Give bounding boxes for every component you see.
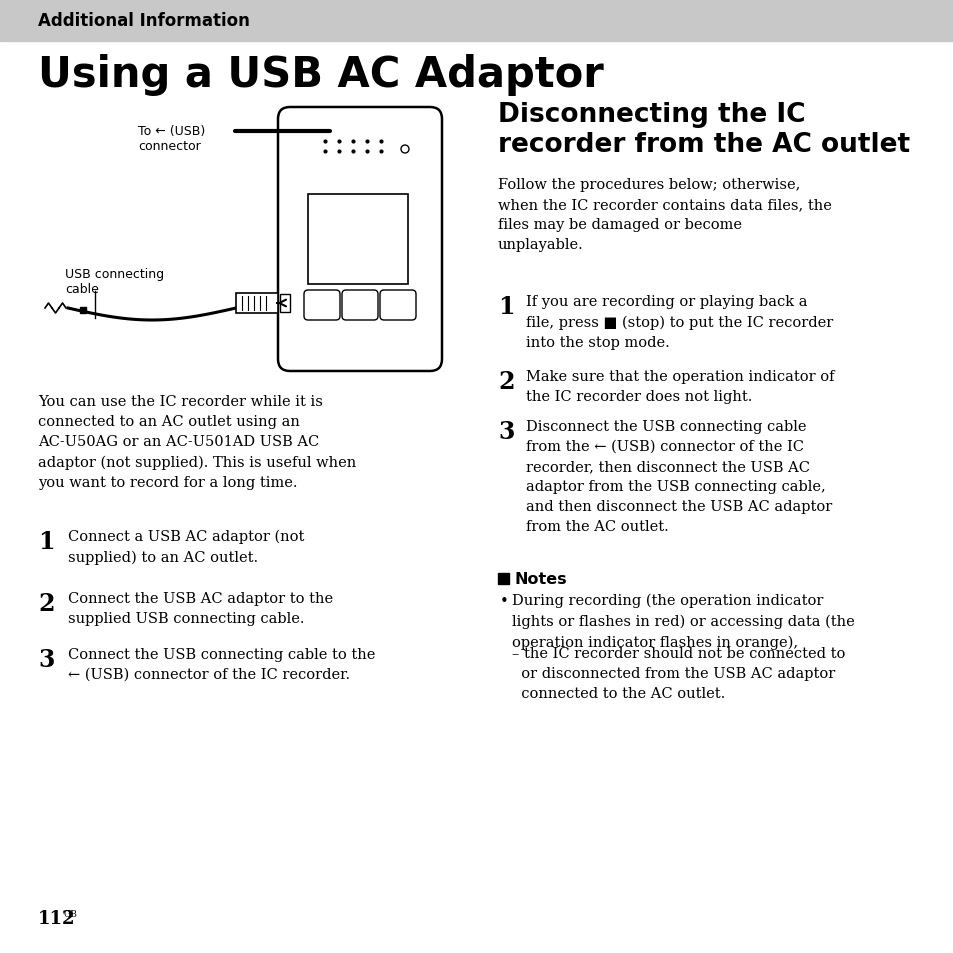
Text: •: • xyxy=(499,594,508,608)
Text: 1: 1 xyxy=(497,294,514,318)
Text: 2: 2 xyxy=(497,370,514,394)
Text: 2: 2 xyxy=(38,592,54,616)
FancyBboxPatch shape xyxy=(379,291,416,320)
Text: During recording (the operation indicator
lights or flashes in red) or accessing: During recording (the operation indicato… xyxy=(512,594,854,649)
Text: Connect a USB AC adaptor (not
supplied) to an AC outlet.: Connect a USB AC adaptor (not supplied) … xyxy=(68,530,304,564)
Text: Additional Information: Additional Information xyxy=(38,12,250,30)
Text: recorder from the AC outlet: recorder from the AC outlet xyxy=(497,132,909,158)
Text: 3: 3 xyxy=(497,419,514,443)
FancyBboxPatch shape xyxy=(277,108,441,372)
FancyBboxPatch shape xyxy=(341,291,377,320)
Text: Using a USB AC Adaptor: Using a USB AC Adaptor xyxy=(38,54,603,96)
Text: To ← (USB)
connector: To ← (USB) connector xyxy=(138,125,205,152)
Text: 1: 1 xyxy=(38,530,54,554)
Text: Connect the USB AC adaptor to the
supplied USB connecting cable.: Connect the USB AC adaptor to the suppli… xyxy=(68,592,333,625)
Text: Follow the procedures below; otherwise,
when the IC recorder contains data files: Follow the procedures below; otherwise, … xyxy=(497,178,831,252)
Text: Disconnecting the IC: Disconnecting the IC xyxy=(497,102,804,128)
Bar xyxy=(308,194,408,285)
Text: You can use the IC recorder while it is
connected to an AC outlet using an
AC-U5: You can use the IC recorder while it is … xyxy=(38,395,355,489)
Text: 3: 3 xyxy=(38,647,54,671)
Bar xyxy=(0,0,953,42)
Text: Notes: Notes xyxy=(515,572,567,586)
Bar xyxy=(235,294,277,314)
Text: If you are recording or playing back a
file, press ■ (stop) to put the IC record: If you are recording or playing back a f… xyxy=(525,294,832,350)
Text: Make sure that the operation indicator of
the IC recorder does not light.: Make sure that the operation indicator o… xyxy=(525,370,834,404)
Text: GB: GB xyxy=(64,909,78,918)
Circle shape xyxy=(400,146,409,153)
Bar xyxy=(280,294,290,313)
Text: – the IC recorder should not be connected to
  or disconnected from the USB AC a: – the IC recorder should not be connecte… xyxy=(512,646,844,700)
Text: 112: 112 xyxy=(38,909,75,927)
FancyBboxPatch shape xyxy=(304,291,339,320)
Text: USB connecting
cable: USB connecting cable xyxy=(65,268,164,295)
Bar xyxy=(497,574,509,584)
Text: Connect the USB connecting cable to the
← (USB) connector of the IC recorder.: Connect the USB connecting cable to the … xyxy=(68,647,375,681)
Text: Disconnect the USB connecting cable
from the ← (USB) connector of the IC
recorde: Disconnect the USB connecting cable from… xyxy=(525,419,831,534)
